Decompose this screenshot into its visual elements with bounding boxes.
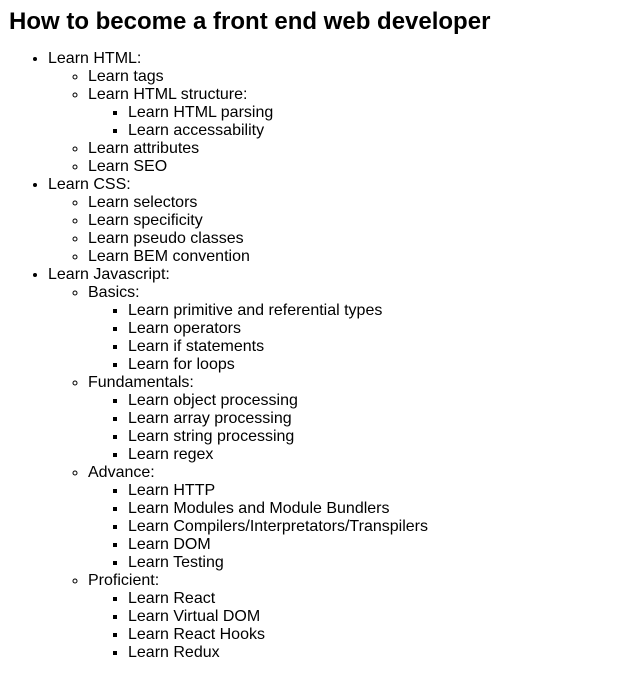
list-item-label: Fundamentals: (88, 374, 194, 391)
sublist-advance: Learn HTTP Learn Modules and Module Bund… (88, 482, 632, 572)
list-item-label: Learn attributes (88, 140, 200, 157)
list-item-label: Learn Javascript: (48, 266, 170, 283)
list-item-label: Learn primitive and referential types (128, 302, 383, 319)
list-item: Learn Modules and Module Bundlers (128, 500, 632, 518)
sublist-basics: Learn primitive and referential types Le… (88, 302, 632, 374)
list-item-label: Learn accessability (128, 122, 265, 139)
list-item-label: Learn React (128, 590, 216, 607)
list-item-label: Learn specificity (88, 212, 203, 229)
list-item: Learn React Hooks (128, 626, 632, 644)
list-item: Learn BEM convention (88, 248, 632, 266)
list-item-label: Learn if statements (128, 338, 265, 355)
list-item-label: Learn BEM convention (88, 248, 250, 265)
list-item: Learn DOM (128, 536, 632, 554)
list-item-label: Learn for loops (128, 356, 235, 373)
sublist-javascript: Basics: Learn primitive and referential … (48, 284, 632, 662)
list-item: Learn array processing (128, 410, 632, 428)
page-title: How to become a front end web developer (9, 8, 491, 35)
list-item: Learn for loops (128, 356, 632, 374)
list-item-label: Learn Modules and Module Bundlers (128, 500, 390, 517)
list-item: Learn object processing (128, 392, 632, 410)
list-item-css: Learn CSS: Learn selectors Learn specifi… (48, 176, 632, 266)
list-item-label: Learn CSS: (48, 176, 131, 193)
list-item-basics: Basics: Learn primitive and referential … (88, 284, 632, 374)
list-item-label: Learn string processing (128, 428, 295, 445)
list-item: Learn string processing (128, 428, 632, 446)
list-item-label: Learn regex (128, 446, 214, 463)
list-item: Learn regex (128, 446, 632, 464)
list-item-label: Learn HTML parsing (128, 104, 274, 121)
list-item-label: Learn DOM (128, 536, 211, 553)
roadmap-list: Learn HTML: Learn tags Learn HTML struct… (0, 50, 632, 662)
sublist-proficient: Learn React Learn Virtual DOM Learn Reac… (88, 590, 632, 662)
list-item: Learn operators (128, 320, 632, 338)
list-item: Learn primitive and referential types (128, 302, 632, 320)
list-item-label: Learn HTML structure: (88, 86, 248, 103)
sublist-html: Learn tags Learn HTML structure: Learn H… (48, 68, 632, 176)
sublist-css: Learn selectors Learn specificity Learn … (48, 194, 632, 266)
list-item-label: Learn HTTP (128, 482, 216, 499)
list-item-label: Basics: (88, 284, 140, 301)
list-item-html: Learn HTML: Learn tags Learn HTML struct… (48, 50, 632, 176)
list-item: Learn HTML structure: Learn HTML parsing… (88, 86, 632, 140)
list-item: Learn selectors (88, 194, 632, 212)
list-item: Learn tags (88, 68, 632, 86)
list-item: Learn SEO (88, 158, 632, 176)
list-item-label: Learn HTML: (48, 50, 142, 67)
list-item-advance: Advance: Learn HTTP Learn Modules and Mo… (88, 464, 632, 572)
list-item-label: Learn Compilers/Interpretators/Transpile… (128, 518, 428, 535)
list-item-label: Learn array processing (128, 410, 292, 427)
list-item-label: Learn object processing (128, 392, 298, 409)
list-item: Learn accessability (128, 122, 632, 140)
list-item-label: Advance: (88, 464, 155, 481)
list-item-label: Proficient: (88, 572, 160, 589)
list-item: Learn if statements (128, 338, 632, 356)
list-item-proficient: Proficient: Learn React Learn Virtual DO… (88, 572, 632, 662)
list-item: Learn pseudo classes (88, 230, 632, 248)
list-item-label: Learn Redux (128, 644, 220, 661)
list-item: Learn Virtual DOM (128, 608, 632, 626)
list-item-label: Learn pseudo classes (88, 230, 244, 247)
list-item-label: Learn operators (128, 320, 241, 337)
list-item-label: Learn tags (88, 68, 164, 85)
list-item: Learn HTTP (128, 482, 632, 500)
list-item: Learn Compilers/Interpretators/Transpile… (128, 518, 632, 536)
list-item: Learn Testing (128, 554, 632, 572)
list-item: Learn Redux (128, 644, 632, 662)
list-item-label: Learn React Hooks (128, 626, 265, 643)
list-item-label: Learn Testing (128, 554, 224, 571)
list-item-label: Learn selectors (88, 194, 198, 211)
list-item: Learn specificity (88, 212, 632, 230)
list-item-label: Learn SEO (88, 158, 168, 175)
list-item-label: Learn Virtual DOM (128, 608, 261, 625)
list-item-fundamentals: Fundamentals: Learn object processing Le… (88, 374, 632, 464)
list-item: Learn React (128, 590, 632, 608)
sublist-fundamentals: Learn object processing Learn array proc… (88, 392, 632, 464)
list-item-javascript: Learn Javascript: Basics: Learn primitiv… (48, 266, 632, 662)
sublist-html-structure: Learn HTML parsing Learn accessability (88, 104, 632, 140)
list-item: Learn attributes (88, 140, 632, 158)
list-item: Learn HTML parsing (128, 104, 632, 122)
